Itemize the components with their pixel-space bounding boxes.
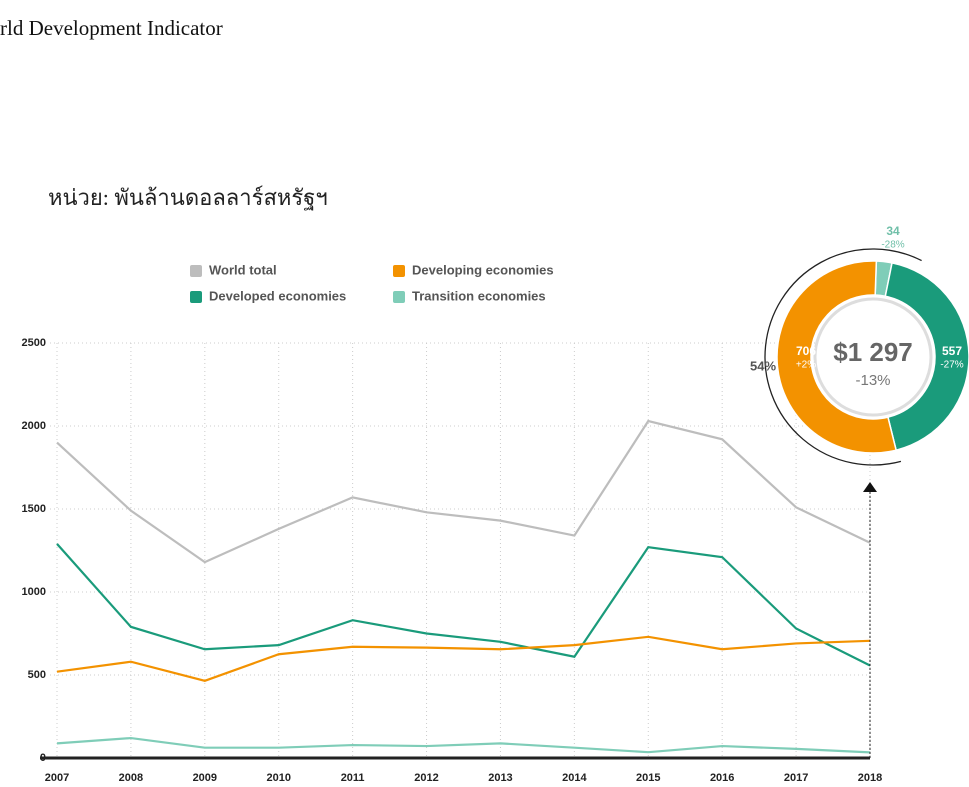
legend-swatch (393, 291, 405, 303)
series-line (56, 419, 871, 564)
y-tick-label: 2000 (22, 420, 46, 432)
share-label: 54% (750, 358, 776, 373)
donut-segment (776, 260, 898, 454)
x-tick-label: 2007 (45, 772, 69, 784)
x-tick-label: 2016 (710, 772, 734, 784)
legend-swatch (190, 291, 202, 303)
x-tick-label: 2012 (414, 772, 438, 784)
x-tick-label: 2014 (562, 772, 587, 784)
x-tick-label: 2011 (341, 772, 365, 784)
donut-change-label: -28% (881, 240, 904, 251)
y-tick-label: 1500 (22, 503, 46, 515)
donut-ring (813, 297, 933, 417)
series-line (56, 543, 871, 667)
series-line (56, 635, 871, 682)
donut-value-label: 706 (796, 344, 816, 358)
legend-label: Developing economies (412, 262, 554, 277)
y-tick-label: 2500 (22, 337, 46, 349)
donut-center-label: $1 297 (833, 337, 913, 367)
donut-value-label: 34 (886, 224, 900, 238)
y-tick-label: 500 (28, 669, 46, 681)
legend-swatch (393, 265, 405, 277)
x-tick-label: 2017 (784, 772, 808, 784)
legend-swatch (190, 265, 202, 277)
x-tick-label: 2010 (266, 772, 290, 784)
x-tick-label: 2018 (858, 772, 882, 784)
donut-change-label: -27% (940, 360, 963, 371)
donut-change-label: +2% (796, 360, 816, 371)
x-tick-label: 2009 (193, 772, 217, 784)
donut-value-label: 557 (942, 344, 962, 358)
series-line (56, 736, 871, 754)
y-tick-label: 1000 (22, 586, 46, 598)
pointer-arrow (863, 482, 877, 492)
page-title: rld Development Indicator (0, 16, 223, 40)
legend-label: World total (209, 262, 277, 277)
x-tick-label: 2013 (488, 772, 512, 784)
chart-subtitle: หน่วย: พันล้านดอลลาร์สหรัฐฯ (48, 185, 328, 211)
donut-segment (884, 262, 969, 452)
x-tick-label: 2008 (119, 772, 143, 784)
donut-center-change: -13% (855, 372, 890, 389)
legend-label: Transition economies (412, 288, 546, 303)
x-tick-label: 2015 (636, 772, 660, 784)
share-arc (764, 248, 922, 466)
legend-label: Developed economies (209, 288, 346, 303)
